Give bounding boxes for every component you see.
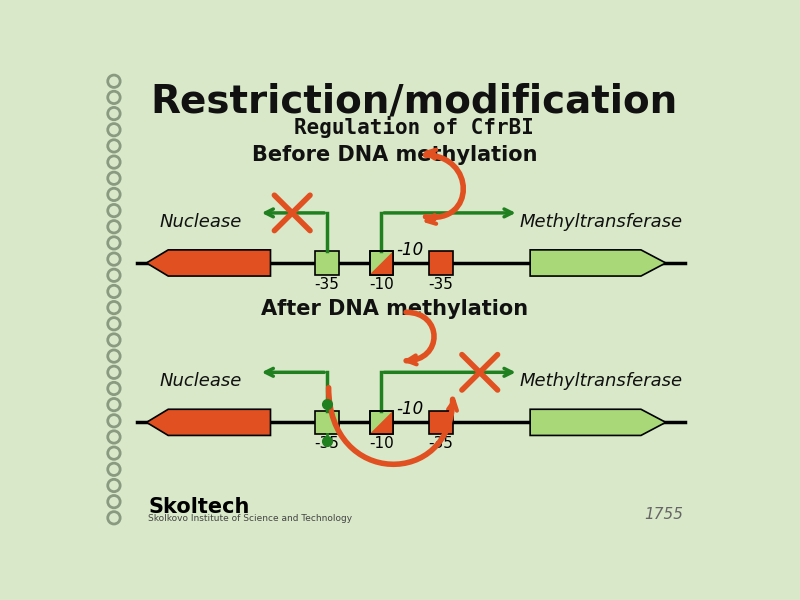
Circle shape: [110, 126, 118, 134]
Circle shape: [110, 352, 118, 360]
Text: Restriction/modification: Restriction/modification: [150, 82, 678, 120]
Text: Methyltransferase: Methyltransferase: [520, 212, 683, 230]
Bar: [370, 251, 393, 275]
Polygon shape: [146, 250, 270, 276]
Circle shape: [110, 239, 118, 247]
Text: Methyltransferase: Methyltransferase: [520, 372, 683, 390]
Polygon shape: [370, 411, 393, 434]
Bar: [370, 411, 393, 434]
Circle shape: [110, 255, 118, 263]
Text: Before DNA methylation: Before DNA methylation: [252, 145, 538, 165]
Bar: [370, 411, 393, 434]
Circle shape: [110, 175, 118, 182]
Circle shape: [110, 320, 118, 328]
Bar: [315, 411, 338, 434]
Polygon shape: [530, 409, 666, 436]
Circle shape: [110, 336, 118, 344]
Text: -10: -10: [396, 241, 423, 259]
Circle shape: [110, 417, 118, 425]
Bar: [370, 251, 393, 275]
Circle shape: [110, 401, 118, 409]
Text: -35: -35: [429, 436, 454, 451]
Circle shape: [110, 77, 118, 85]
Bar: [430, 251, 453, 275]
Polygon shape: [370, 251, 393, 275]
Text: -35: -35: [314, 436, 339, 451]
Polygon shape: [146, 409, 270, 436]
Circle shape: [110, 142, 118, 150]
Circle shape: [110, 271, 118, 279]
Circle shape: [110, 482, 118, 490]
Text: -10: -10: [369, 277, 394, 292]
Circle shape: [110, 385, 118, 392]
Circle shape: [110, 207, 118, 214]
Text: Skoltech: Skoltech: [148, 497, 250, 517]
Text: 1755: 1755: [644, 507, 683, 522]
Circle shape: [110, 191, 118, 198]
Circle shape: [110, 304, 118, 311]
Circle shape: [110, 94, 118, 101]
Polygon shape: [530, 250, 666, 276]
Circle shape: [110, 514, 118, 521]
Circle shape: [110, 368, 118, 376]
Text: Skolkovo Institute of Science and Technology: Skolkovo Institute of Science and Techno…: [148, 514, 352, 523]
Circle shape: [110, 223, 118, 230]
Text: -35: -35: [314, 277, 339, 292]
Circle shape: [110, 433, 118, 441]
Text: Nuclease: Nuclease: [159, 372, 242, 390]
Circle shape: [110, 287, 118, 295]
Circle shape: [110, 110, 118, 118]
Text: Nuclease: Nuclease: [159, 212, 242, 230]
Text: After DNA methylation: After DNA methylation: [261, 299, 528, 319]
Text: -35: -35: [429, 277, 454, 292]
Bar: [430, 411, 453, 434]
Text: -10: -10: [396, 400, 423, 418]
Bar: [315, 251, 338, 275]
Text: Regulation of CfrBI: Regulation of CfrBI: [294, 116, 534, 139]
Circle shape: [110, 498, 118, 506]
Circle shape: [110, 466, 118, 473]
Circle shape: [110, 449, 118, 457]
Circle shape: [110, 158, 118, 166]
Text: -10: -10: [369, 436, 394, 451]
